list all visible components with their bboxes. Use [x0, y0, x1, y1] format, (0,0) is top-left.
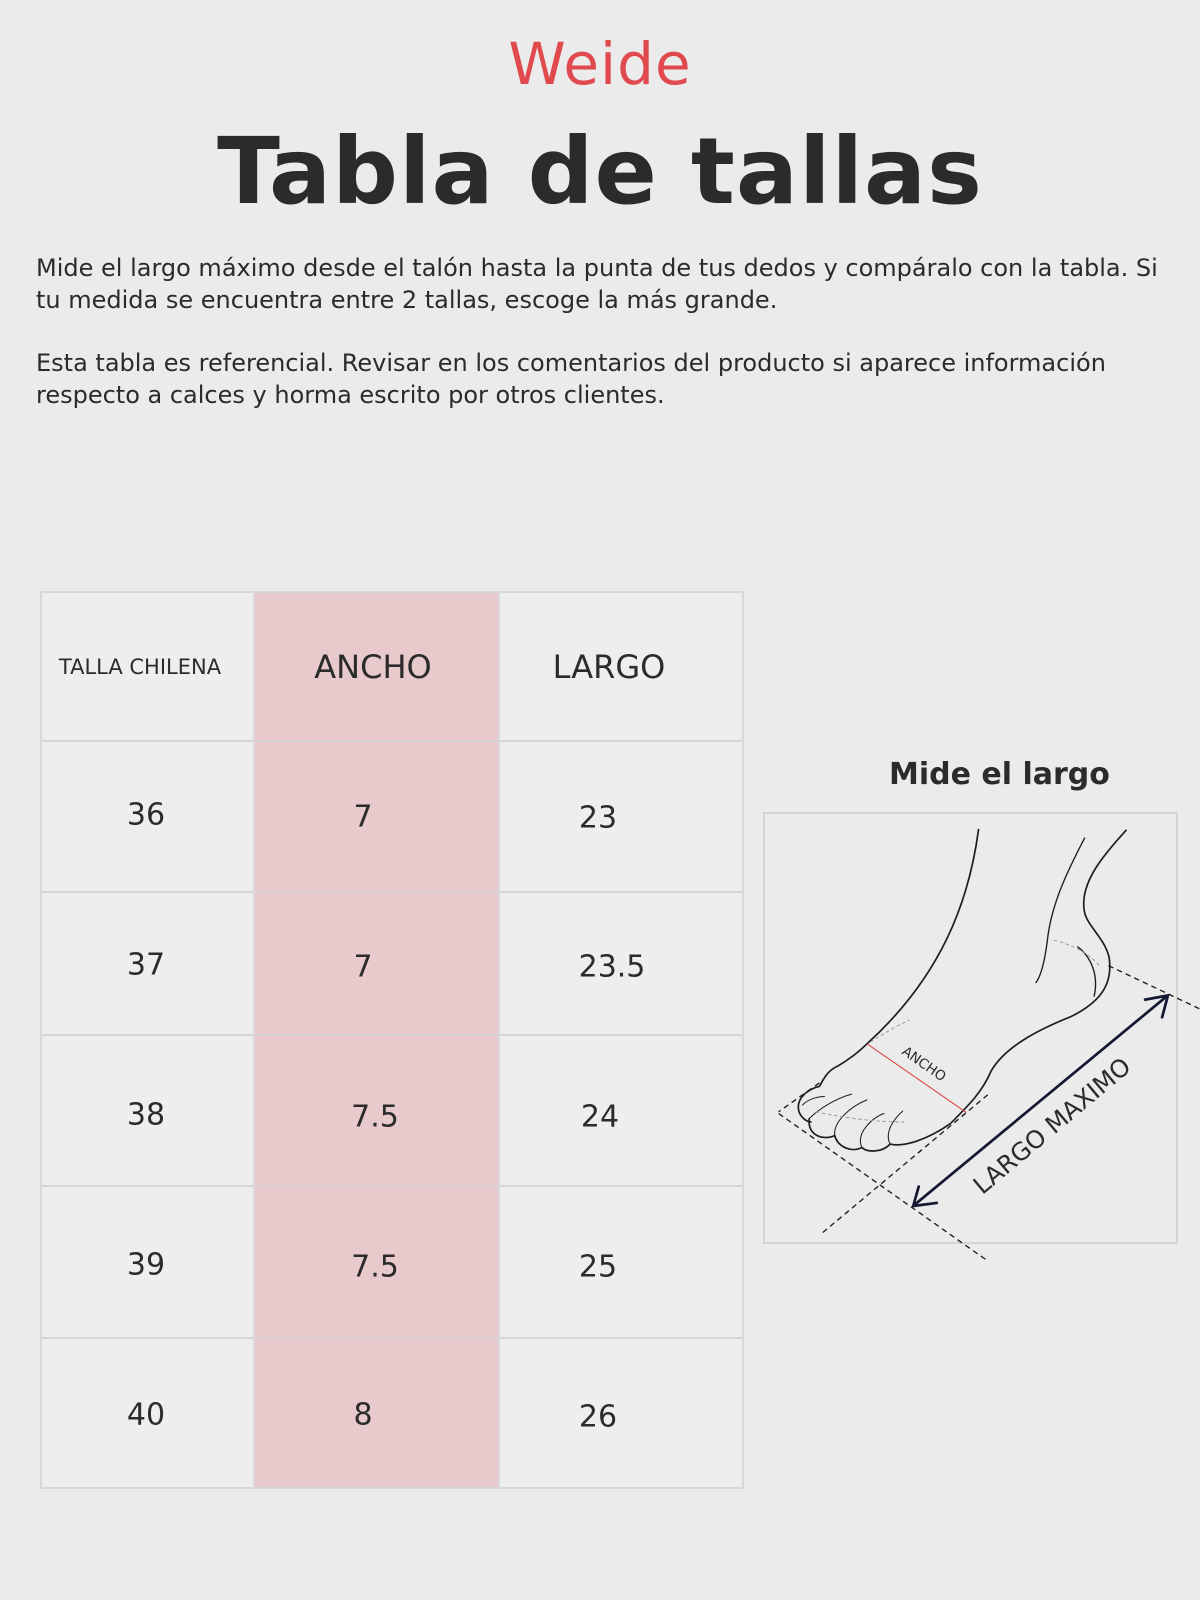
talla-cell: 36 — [126, 797, 166, 833]
header-talla: TALLA CHILENA — [58, 655, 222, 679]
width-label: ANCHO — [899, 1043, 949, 1085]
size-table: TALLA CHILENA ANCHO LARGO 36 7 23 37 7 2… — [40, 591, 744, 1489]
page-title: Tabla de tallas — [217, 118, 983, 225]
talla-cell: 38 — [126, 1097, 166, 1133]
header-largo: LARGO — [552, 648, 666, 686]
ancho-cell: 7.5 — [351, 1249, 399, 1285]
ancho-column-highlight — [254, 593, 499, 1487]
ancho-cell: 7.5 — [351, 1099, 399, 1135]
ancho-cell: 7 — [353, 949, 373, 985]
column-divider — [498, 593, 500, 1487]
width-measure-line — [866, 1043, 967, 1113]
row-divider — [42, 740, 742, 742]
talla-cell: 37 — [126, 947, 166, 983]
largo-cell: 24 — [580, 1099, 620, 1135]
length-label: LARGO MAXIMO — [967, 1052, 1136, 1200]
largo-cell: 23.5 — [578, 949, 646, 985]
row-divider — [42, 891, 742, 893]
largo-cell: 23 — [578, 800, 618, 836]
disclaimer-text: Esta tabla es referencial. Revisar en lo… — [36, 349, 1106, 409]
diagram-frame — [763, 812, 1178, 1244]
guide-lines — [815, 939, 1101, 1123]
header-ancho: ANCHO — [314, 648, 432, 686]
talla-cell: 40 — [126, 1397, 166, 1433]
instruction-text: Mide el largo máximo desde el talón hast… — [36, 254, 1158, 314]
row-divider — [42, 1034, 742, 1036]
talla-cell: 39 — [126, 1247, 166, 1283]
ancho-cell: 7 — [353, 799, 373, 835]
brand-logo: Weide — [508, 30, 692, 98]
column-divider — [253, 593, 255, 1487]
measurement-dashed-lines — [778, 964, 1200, 1261]
largo-cell: 26 — [578, 1399, 618, 1435]
largo-cell: 25 — [578, 1249, 618, 1285]
foot-outline — [797, 828, 1127, 1152]
ancho-cell: 8 — [353, 1397, 373, 1433]
row-divider — [42, 1337, 742, 1339]
diagram-title: Mide el largo — [889, 757, 1110, 792]
row-divider — [42, 1185, 742, 1187]
length-arrow-icon — [911, 993, 1170, 1208]
foot-measurement-illustration: ANCHO LARGO MAXIMO — [778, 828, 1200, 1261]
